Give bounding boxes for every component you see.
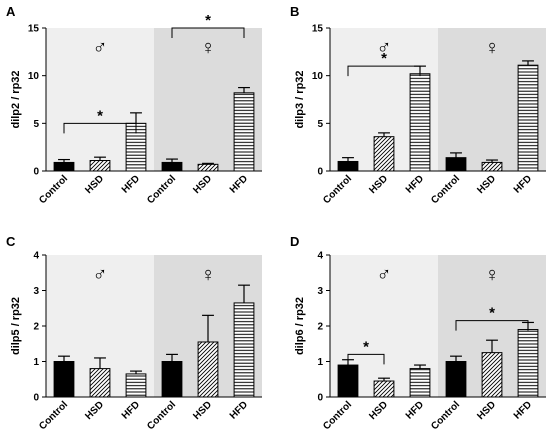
y-tick-label: 15 <box>312 24 324 35</box>
bar-control <box>54 362 74 398</box>
y-tick-label: 5 <box>33 119 39 130</box>
bar-control <box>446 158 466 171</box>
bar-hsd <box>90 161 110 171</box>
panel-c: C01234dilp5 / rp32♂♀ControlHSDHFDControl… <box>6 234 262 432</box>
male-symbol: ♂ <box>93 37 108 59</box>
x-tick-label: HFD <box>228 399 250 421</box>
bar-hsd <box>198 342 218 397</box>
y-axis-label: dilp6 / rp32 <box>294 297 306 355</box>
y-tick-label: 4 <box>33 251 39 262</box>
x-tick-label: Control <box>37 173 70 206</box>
male-symbol: ♂ <box>377 264 392 286</box>
x-tick-label: Control <box>321 173 354 206</box>
significance-star: * <box>205 12 211 29</box>
bar-hfd <box>518 330 538 397</box>
panel-letter: C <box>6 234 16 249</box>
x-tick-label: HFD <box>120 399 142 421</box>
x-tick-label: HSD <box>367 173 390 196</box>
bar-control <box>446 362 466 398</box>
x-tick-label: Control <box>145 399 178 432</box>
bar-hfd <box>518 65 538 171</box>
bar-control <box>54 162 74 171</box>
significance-star: * <box>489 305 495 322</box>
panel-d: D01234dilp6 / rp32♂♀ControlHSDHFDControl… <box>290 234 546 432</box>
bar-hfd <box>410 369 430 397</box>
y-tick-label: 2 <box>33 322 39 333</box>
panel-letter: A <box>6 4 16 19</box>
significance-star: * <box>381 50 387 67</box>
y-tick-label: 0 <box>33 167 39 178</box>
y-tick-label: 10 <box>28 71 40 82</box>
y-axis-label: dilp5 / rp32 <box>10 297 22 355</box>
significance-star: * <box>363 338 369 355</box>
y-axis-label: dilp2 / rp32 <box>10 70 22 128</box>
y-tick-label: 5 <box>317 119 323 130</box>
bar-hsd <box>374 137 394 171</box>
significance-star: * <box>97 107 103 124</box>
x-tick-label: HSD <box>367 399 390 422</box>
x-tick-label: Control <box>321 399 354 432</box>
panel-b: B051015dilp3 / rp32♂♀ControlHSDHFDContro… <box>290 4 546 206</box>
x-tick-label: Control <box>145 173 178 206</box>
y-tick-label: 2 <box>317 322 323 333</box>
female-symbol: ♀ <box>201 37 216 59</box>
male-symbol: ♂ <box>93 264 108 286</box>
x-tick-label: HFD <box>228 173 250 195</box>
bar-hsd <box>482 162 502 171</box>
bar-hsd <box>90 369 110 397</box>
x-tick-label: HSD <box>475 399 498 422</box>
bar-hfd <box>234 303 254 397</box>
bar-hsd <box>198 164 218 171</box>
x-tick-label: HSD <box>83 173 106 196</box>
bar-control <box>162 162 182 171</box>
panels-layer: A051015dilp2 / rp32♂♀ControlHSDHFDContro… <box>6 4 546 432</box>
y-tick-label: 0 <box>33 393 39 404</box>
x-tick-label: Control <box>429 173 462 206</box>
panel-a: A051015dilp2 / rp32♂♀ControlHSDHFDContro… <box>6 4 262 206</box>
x-tick-label: HSD <box>191 399 214 422</box>
y-tick-label: 15 <box>28 24 40 35</box>
x-tick-label: HFD <box>120 173 142 195</box>
x-tick-label: HSD <box>83 399 106 422</box>
bar-control <box>162 362 182 398</box>
bar-hfd <box>234 93 254 171</box>
bar-hfd <box>410 74 430 171</box>
bar-hfd <box>126 374 146 397</box>
y-tick-label: 1 <box>33 357 39 368</box>
bar-control <box>338 161 358 171</box>
panel-letter: B <box>290 4 299 19</box>
x-tick-label: HFD <box>512 399 534 421</box>
bar-hsd <box>482 353 502 397</box>
y-tick-label: 0 <box>317 393 323 404</box>
y-axis-label: dilp3 / rp32 <box>294 70 306 128</box>
panel-letter: D <box>290 234 299 249</box>
x-tick-label: Control <box>429 399 462 432</box>
bar-control <box>338 365 358 397</box>
x-tick-label: HFD <box>512 173 534 195</box>
bar-hsd <box>374 381 394 397</box>
x-tick-label: Control <box>37 399 70 432</box>
x-tick-label: HSD <box>191 173 214 196</box>
y-tick-label: 10 <box>312 71 324 82</box>
y-tick-label: 0 <box>317 167 323 178</box>
female-symbol: ♀ <box>485 264 500 286</box>
x-tick-label: HFD <box>404 399 426 421</box>
y-tick-label: 1 <box>317 357 323 368</box>
x-tick-label: HSD <box>475 173 498 196</box>
y-tick-label: 4 <box>317 251 323 262</box>
y-tick-label: 3 <box>33 286 39 297</box>
y-tick-label: 3 <box>317 286 323 297</box>
x-tick-label: HFD <box>404 173 426 195</box>
female-symbol: ♀ <box>201 264 216 286</box>
female-symbol: ♀ <box>485 37 500 59</box>
